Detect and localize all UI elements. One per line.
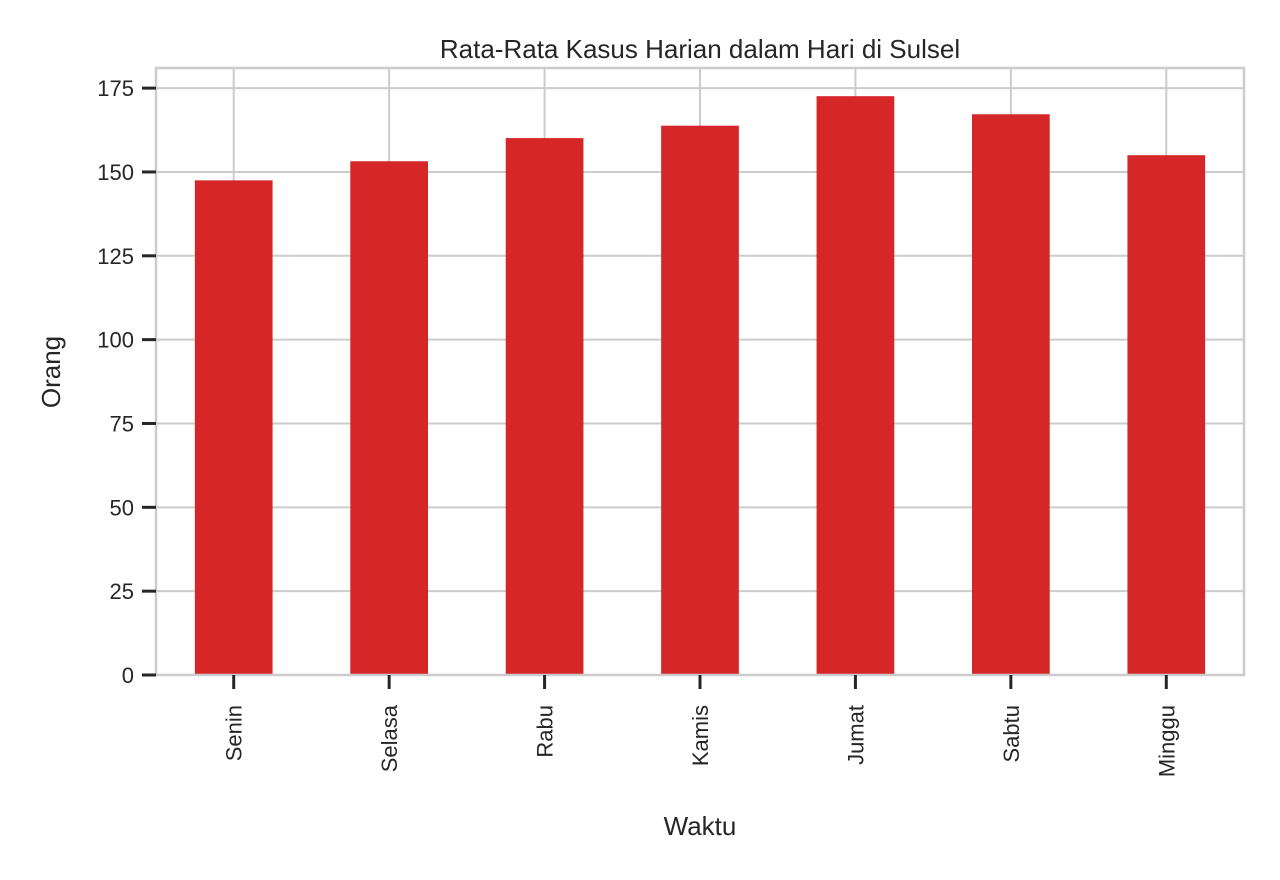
y-tick-label: 150 — [97, 160, 134, 185]
chart-title: Rata-Rata Kasus Harian dalam Hari di Sul… — [440, 34, 960, 64]
x-tick-label: Minggu — [1154, 705, 1179, 777]
bar-kamis — [661, 125, 739, 676]
y-tick-label: 50 — [110, 495, 134, 520]
x-tick-label: Sabtu — [999, 705, 1024, 763]
y-axis: 0 25 50 75 100 125 150 175 — [97, 76, 156, 688]
y-tick-label: 0 — [122, 663, 134, 688]
bar-sabtu — [972, 114, 1050, 676]
y-tick-label: 75 — [110, 411, 134, 436]
x-axis-label: Waktu — [664, 811, 737, 841]
y-tick-label: 175 — [97, 76, 134, 101]
bar-minggu — [1127, 155, 1206, 676]
bar-senin — [194, 180, 273, 675]
bar-jumat — [816, 96, 895, 675]
x-tick-label: Senin — [222, 705, 247, 761]
x-tick-label: Kamis — [688, 705, 713, 766]
x-tick-label: Rabu — [533, 705, 558, 758]
bars — [194, 96, 1206, 676]
y-tick-label: 100 — [97, 328, 134, 353]
x-tick-label: Selasa — [377, 704, 402, 772]
bar-rabu — [505, 138, 584, 675]
x-axis: Senin Selasa Rabu Kamis Jumat Sabtu Minggu — [222, 675, 1179, 777]
bar-selasa — [350, 161, 428, 675]
x-tick-label: Jumat — [843, 705, 868, 765]
y-tick-label: 25 — [110, 579, 134, 604]
y-axis-label: Orang — [36, 336, 66, 408]
y-tick-label: 125 — [97, 244, 134, 269]
